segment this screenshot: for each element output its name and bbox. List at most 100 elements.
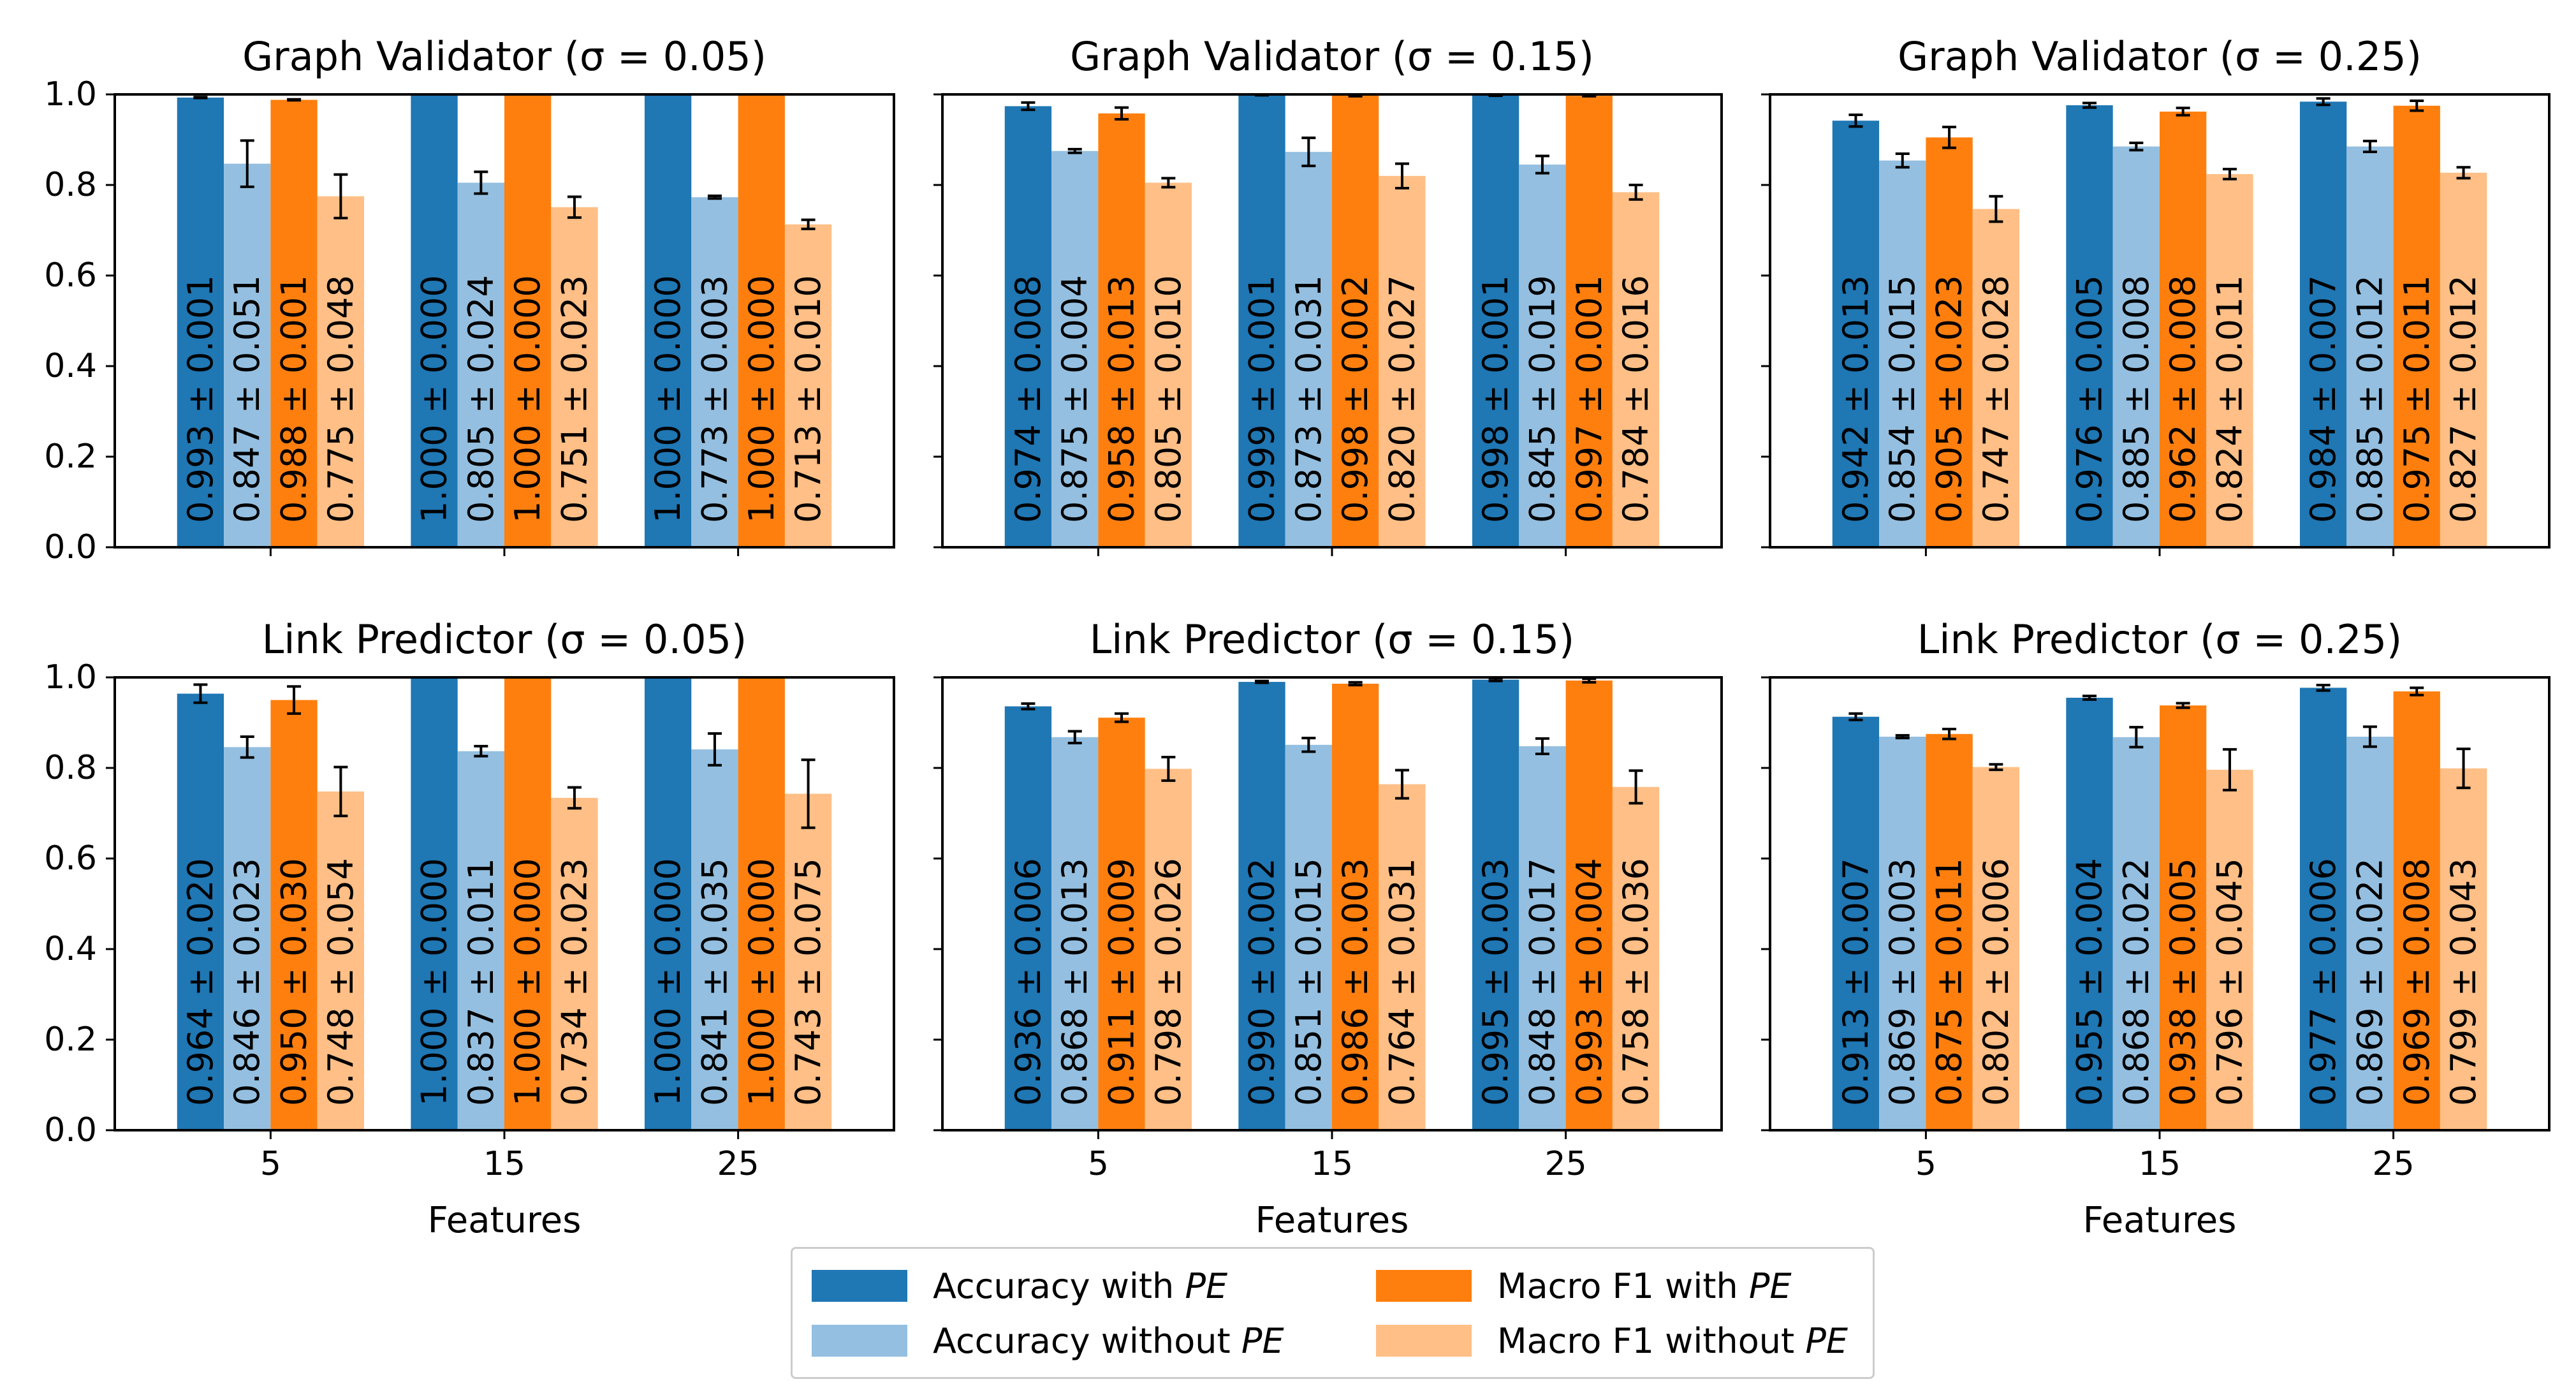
- data-label: 0.868 ± 0.013: [1055, 858, 1095, 1106]
- bar: [1145, 182, 1192, 547]
- y-tick-label: 0.6: [44, 256, 97, 295]
- data-label: 0.993 ± 0.001: [180, 275, 221, 523]
- bar: [270, 100, 318, 547]
- data-label: 0.993 ± 0.004: [1569, 858, 1609, 1106]
- data-label: 1.000 ± 0.000: [648, 275, 688, 523]
- x-tick-label: 5: [1088, 1145, 1109, 1183]
- data-label: 0.873 ± 0.031: [1289, 275, 1329, 523]
- data-label: 1.000 ± 0.000: [742, 858, 782, 1106]
- data-label: 0.950 ± 0.030: [274, 858, 314, 1106]
- data-label: 1.000 ± 0.000: [508, 858, 548, 1106]
- data-label: 0.875 ± 0.004: [1055, 275, 1095, 523]
- data-label: 0.974 ± 0.008: [1008, 275, 1048, 523]
- data-label: 0.955 ± 0.004: [2070, 858, 2110, 1106]
- data-label: 0.848 ± 0.017: [1522, 858, 1562, 1106]
- data-label: 0.885 ± 0.012: [2350, 275, 2390, 523]
- data-label: 0.942 ± 0.013: [1836, 275, 1876, 523]
- data-label: 0.805 ± 0.010: [1148, 275, 1189, 523]
- legend-item-macro-f1-with-pe: Macro F1 with PE: [1376, 1266, 1792, 1306]
- panel-title: Link Predictor (σ = 0.05): [262, 616, 747, 663]
- data-label: 0.827 ± 0.012: [2443, 275, 2484, 523]
- y-tick-label: 0.8: [44, 166, 97, 204]
- bar: [224, 747, 271, 1130]
- data-label: 0.820 ± 0.027: [1382, 275, 1422, 523]
- bar: [1832, 716, 1880, 1130]
- data-label: 0.869 ± 0.022: [2350, 858, 2390, 1106]
- bar: [1926, 137, 1973, 547]
- bar: [317, 196, 365, 547]
- bar: [1332, 95, 1379, 548]
- bar: [1472, 95, 1519, 548]
- data-label: 0.986 ± 0.003: [1335, 858, 1375, 1106]
- bar: [2299, 688, 2347, 1130]
- y-tick-label: 0.0: [44, 1111, 97, 1149]
- bar: [738, 94, 785, 547]
- y-tick-label: 0.6: [44, 839, 97, 878]
- data-label: 0.885 ± 0.008: [2116, 275, 2156, 523]
- panel-5: Link Predictor (σ = 0.15)0.936 ± 0.006 0.…: [933, 616, 1723, 1241]
- bar: [1972, 209, 2020, 547]
- data-label: 0.805 ± 0.024: [461, 275, 501, 523]
- panel-title: Graph Validator (σ = 0.25): [1898, 33, 2422, 80]
- data-label: 0.969 ± 0.008: [2397, 858, 2437, 1106]
- legend-label: Accuracy without PE: [933, 1320, 1284, 1361]
- bar: [551, 207, 598, 547]
- bar: [1285, 744, 1332, 1130]
- legend-item-accuracy-with-pe: Accuracy with PE: [812, 1265, 1228, 1306]
- legend-item-accuracy-without-pe: Accuracy without PE: [812, 1320, 1284, 1361]
- bar: [177, 97, 224, 548]
- bar: [644, 94, 692, 547]
- bar: [1519, 746, 1566, 1130]
- bar: [784, 793, 832, 1130]
- legend-swatch: [812, 1325, 907, 1357]
- bar: [1238, 94, 1285, 547]
- bar: [1238, 682, 1285, 1130]
- bar: [1379, 175, 1426, 547]
- y-tick-label: 0.0: [44, 528, 97, 566]
- panel-6: Link Predictor (σ = 0.25)0.913 ± 0.007 0.…: [1761, 616, 2550, 1241]
- data-label: 0.984 ± 0.007: [2303, 275, 2343, 523]
- y-tick-label: 1.0: [44, 75, 97, 114]
- data-label: 0.905 ± 0.023: [1929, 275, 1970, 523]
- bar: [1565, 680, 1613, 1130]
- data-label: 0.796 ± 0.045: [2209, 858, 2250, 1106]
- bar: [2066, 697, 2113, 1130]
- bar: [1145, 769, 1192, 1130]
- legend-label: Accuracy with PE: [933, 1265, 1228, 1306]
- x-tick-label: 5: [1915, 1145, 1936, 1183]
- data-label: 0.995 ± 0.003: [1475, 858, 1516, 1106]
- bar: [644, 677, 692, 1130]
- data-label: 0.798 ± 0.026: [1148, 858, 1189, 1106]
- data-label: 0.775 ± 0.048: [321, 275, 361, 523]
- bar: [411, 677, 458, 1130]
- bar: [1565, 96, 1613, 547]
- data-label: 1.000 ± 0.000: [508, 275, 548, 523]
- bar: [2160, 705, 2207, 1130]
- x-tick-label: 5: [260, 1145, 281, 1183]
- data-label: 0.998 ± 0.002: [1335, 275, 1375, 523]
- data-label: 0.962 ± 0.008: [2163, 275, 2203, 523]
- data-label: 0.743 ± 0.075: [788, 858, 828, 1106]
- data-label: 0.997 ± 0.001: [1569, 275, 1609, 523]
- x-axis-label: Features: [2083, 1200, 2237, 1241]
- y-tick-label: 0.2: [44, 1021, 97, 1059]
- bar: [1285, 152, 1332, 548]
- x-axis-label: Features: [428, 1200, 582, 1241]
- bar: [784, 224, 832, 547]
- x-axis-label: Features: [1255, 1200, 1409, 1241]
- x-tick-label: 15: [483, 1145, 525, 1183]
- bar: [2346, 146, 2394, 547]
- x-tick-label: 15: [1311, 1145, 1353, 1183]
- bar: [2440, 172, 2487, 548]
- data-label: 0.751 ± 0.023: [554, 275, 594, 523]
- data-label: 0.998 ± 0.001: [1475, 275, 1516, 523]
- bar: [1472, 679, 1519, 1130]
- bar: [1879, 737, 1926, 1130]
- data-label: 0.913 ± 0.007: [1836, 858, 1876, 1106]
- bar: [551, 797, 598, 1130]
- panel-4: Link Predictor (σ = 0.05)0.964 ± 0.020 0.…: [44, 616, 895, 1241]
- panel-title: Graph Validator (σ = 0.05): [242, 33, 766, 80]
- bar: [1612, 786, 1660, 1130]
- data-label: 0.868 ± 0.022: [2116, 858, 2156, 1106]
